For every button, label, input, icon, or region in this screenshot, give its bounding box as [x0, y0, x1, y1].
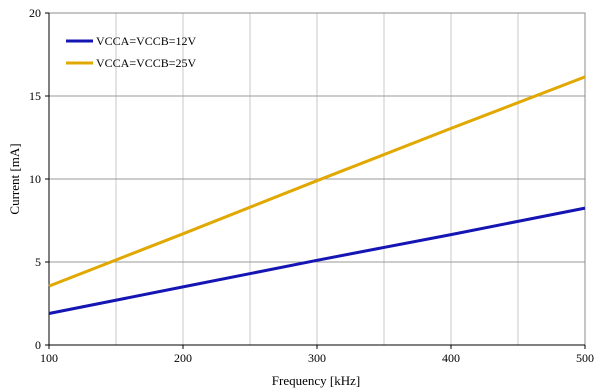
- y-axis-title: Current [mA]: [7, 143, 22, 214]
- legend-label-series-2: VCCA=VCCB=25V: [96, 56, 197, 70]
- x-tick-label-1: 100: [40, 351, 58, 365]
- y-tick-label-2: 5: [35, 255, 41, 269]
- series-line-1: [48, 206, 586, 315]
- y-tick-label-5: 20: [29, 6, 41, 20]
- x-tick-label-3: 300: [308, 351, 326, 365]
- series-line-2: [48, 75, 586, 288]
- x-tick-label-5: 500: [576, 351, 594, 365]
- y-tick-label-1: 0: [35, 338, 41, 352]
- x-tick-label-4: 400: [442, 351, 460, 365]
- series-lines: [48, 75, 586, 315]
- axes: [45, 12, 586, 349]
- x-axis-title: Frequency [kHz]: [272, 373, 360, 388]
- legend: VCCA=VCCB=12V VCCA=VCCB=25V: [66, 34, 197, 70]
- legend-label-series-1: VCCA=VCCB=12V: [96, 34, 197, 48]
- y-tick-label-3: 10: [29, 172, 41, 186]
- y-tick-label-4: 15: [29, 89, 41, 103]
- tick-labels: 0 5 10 15 20 100 200 300 400 500: [29, 6, 594, 365]
- x-tick-label-2: 200: [174, 351, 192, 365]
